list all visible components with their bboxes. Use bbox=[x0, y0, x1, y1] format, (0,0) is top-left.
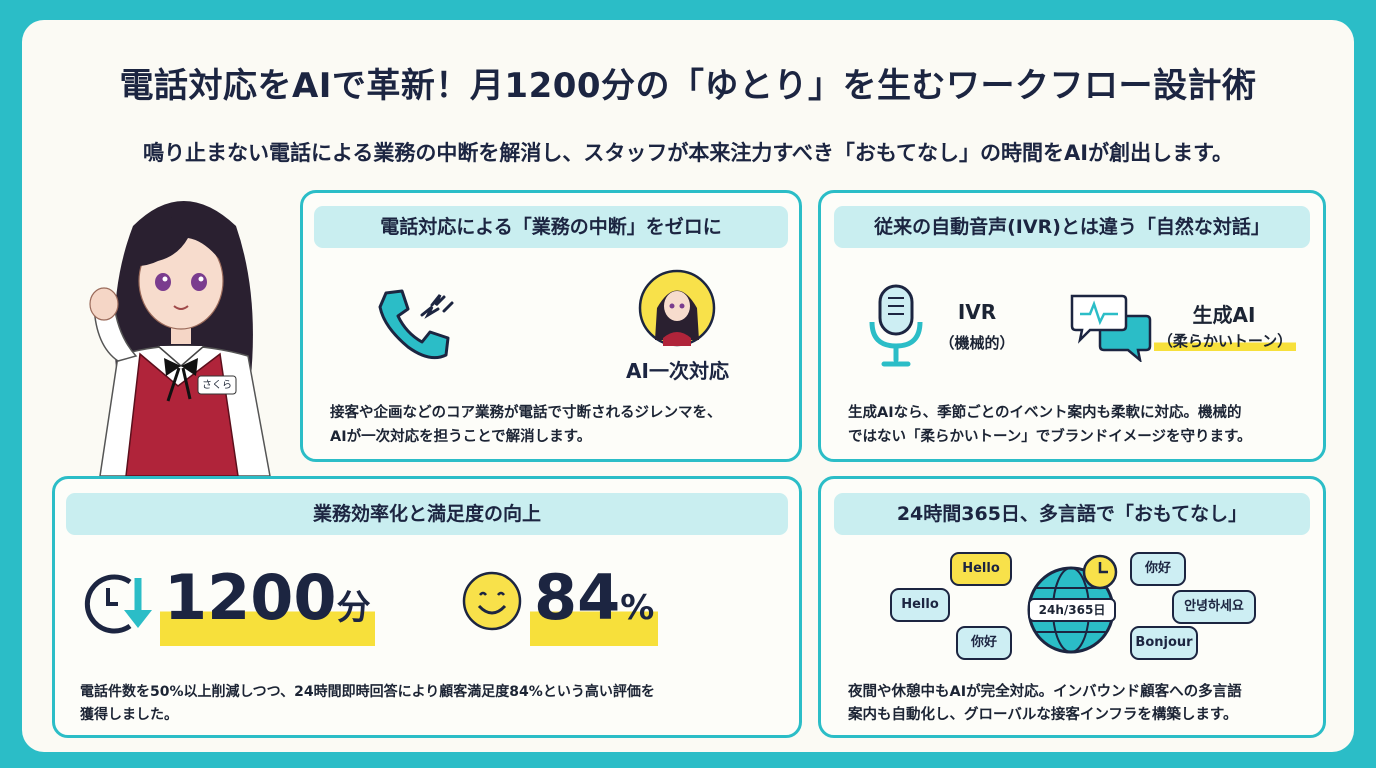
speech-bubble-bonjour: Bonjour bbox=[1130, 626, 1198, 660]
satisfaction-stat: 84% bbox=[530, 560, 659, 646]
ivr-subtitle: （機械的） bbox=[939, 334, 1015, 352]
ai-first-response-label: AI一次対応 bbox=[626, 359, 729, 383]
microphone-icon bbox=[869, 284, 923, 367]
satisfaction-value: 84 bbox=[534, 561, 621, 634]
minutes-unit: 分 bbox=[336, 588, 371, 628]
chat-bubbles-icon bbox=[1070, 294, 1152, 362]
card-multilingual-heading: 24時間365日、多言語で「おもてなし」 bbox=[834, 493, 1310, 535]
mascot-name-tag: さくら bbox=[202, 380, 232, 391]
genai-subtitle: （柔らかいトーン） bbox=[1150, 330, 1300, 351]
card-interruption-heading: 電話対応による「業務の中断」をゼロに bbox=[314, 206, 788, 248]
genai-subtitle-text: （柔らかいトーン） bbox=[1153, 330, 1297, 351]
satisfaction-stat-highlight: 84% bbox=[530, 560, 659, 646]
card-interruption-description-2: AIが一次対応を担うことで解消します。 bbox=[330, 429, 592, 445]
genai-title: 生成AI bbox=[1192, 303, 1256, 327]
card-interruption-description-1: 接客や企画などのコア業務が電話で寸断されるジレンマを、 bbox=[330, 405, 722, 421]
speech-bubble-nihao-bottom: 你好 bbox=[956, 626, 1012, 660]
smiley-face-icon bbox=[462, 571, 522, 631]
page-subtitle: 鳴り止まない電話による業務の中断を解消し、スタッフが本来注力すべき「おもてなし」… bbox=[142, 141, 1234, 165]
speech-bubble-nihao-top: 你好 bbox=[1130, 552, 1186, 586]
satisfaction-unit: % bbox=[620, 588, 655, 628]
speech-bubble-korean: 안녕하세요 bbox=[1172, 590, 1256, 624]
speech-bubble-hello-left: Hello bbox=[890, 588, 950, 622]
minutes-value: 1200 bbox=[164, 561, 337, 634]
ivr-title: IVR bbox=[957, 300, 997, 324]
card-ivr-description-2: ではない「柔らかいトーン」でブランドイメージを守ります。 bbox=[848, 429, 1252, 445]
card-ivr-description-1: 生成AIなら、季節ごとのイベント案内も柔軟に対応。機械的 bbox=[848, 405, 1242, 421]
globe-label: 24h/365日 bbox=[1028, 598, 1116, 622]
ai-avatar-icon bbox=[638, 269, 716, 347]
clock-down-arrow-icon bbox=[84, 574, 152, 634]
minutes-stat-highlight: 1200分 bbox=[160, 560, 375, 646]
phone-icon bbox=[378, 289, 454, 360]
speech-bubble-hello-top: Hello bbox=[950, 552, 1012, 586]
card-ivr-heading: 従来の自動音声(IVR)とは違う「自然な対話」 bbox=[834, 206, 1310, 248]
card-efficiency-description-1: 電話件数を50%以上削減しつつ、24時間即時回答により顧客満足度84%という高い… bbox=[80, 684, 655, 700]
page-title: 電話対応をAIで革新！月1200分の「ゆとり」を生むワークフロー設計術 bbox=[119, 66, 1257, 106]
card-efficiency-description-2: 獲得しました。 bbox=[80, 707, 178, 723]
card-efficiency-heading: 業務効率化と満足度の向上 bbox=[66, 493, 788, 535]
minutes-stat: 1200分 bbox=[160, 560, 375, 646]
card-multilingual-description-2: 案内も自動化し、グローバルな接客インフラを構築します。 bbox=[848, 707, 1238, 723]
card-multilingual-description-1: 夜間や休憩中もAIが完全対応。インバウンド顧客への多言語 bbox=[848, 684, 1242, 700]
mascot-illustration bbox=[89, 201, 271, 476]
